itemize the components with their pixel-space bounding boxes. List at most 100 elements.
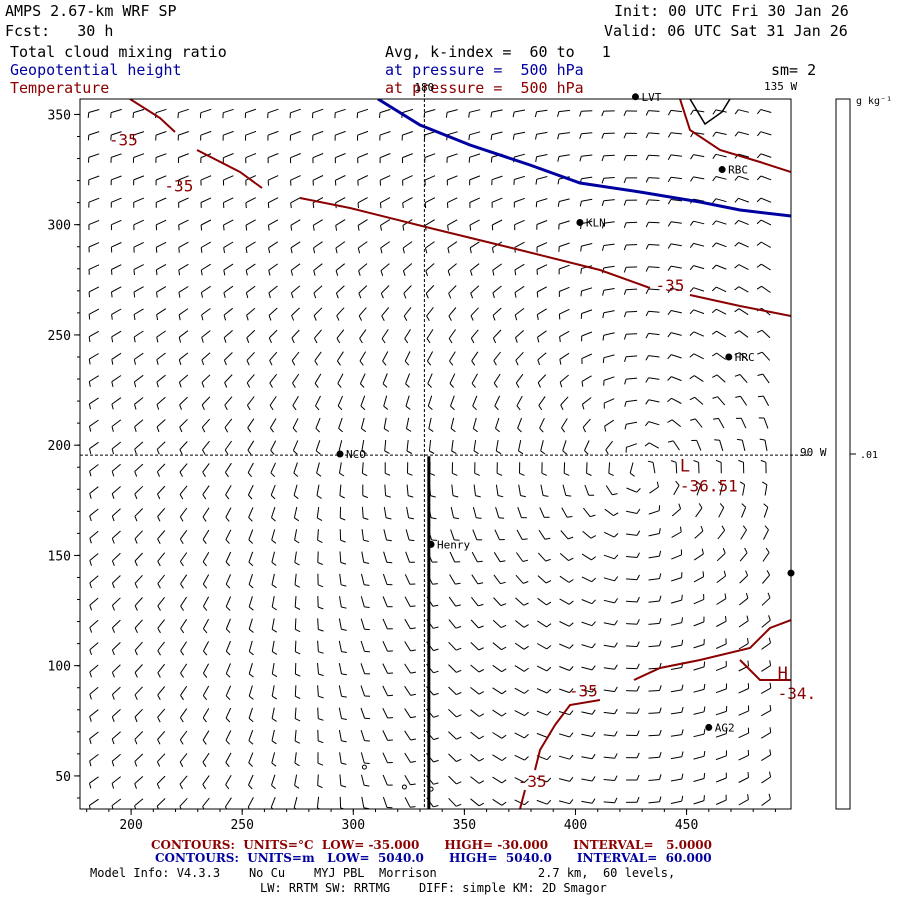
wind-barb xyxy=(87,131,100,141)
wind-barb xyxy=(558,799,574,805)
wind-barb xyxy=(338,685,347,698)
wind-barb xyxy=(561,507,573,518)
wind-barb xyxy=(712,396,726,406)
wind-barb xyxy=(472,529,483,541)
height-contour-info: CONTOURS: UNITS=m LOW= 5040.0 HIGH= 5040… xyxy=(155,851,712,865)
y-tick-label: 200 xyxy=(48,439,71,454)
wind-barb xyxy=(471,351,479,366)
wind-barb xyxy=(756,329,771,339)
wind-barb xyxy=(559,330,570,343)
wind-barb xyxy=(293,506,300,522)
wind-barb xyxy=(693,661,706,671)
wind-barb xyxy=(380,263,390,276)
wind-barb xyxy=(447,241,458,254)
wind-barb xyxy=(404,730,416,741)
wind-barb xyxy=(361,506,369,520)
wind-barb xyxy=(338,663,347,676)
wind-barb xyxy=(89,619,99,633)
wind-barb xyxy=(89,642,99,656)
wind-barb xyxy=(315,440,321,455)
wind-barb xyxy=(473,440,479,455)
wind-barb xyxy=(317,752,324,766)
wind-barb xyxy=(111,619,121,633)
wind-barb xyxy=(404,797,416,808)
wind-barb xyxy=(603,598,619,604)
wind-barb xyxy=(514,732,529,739)
wind-barb xyxy=(739,547,748,562)
wind-barb xyxy=(225,775,232,790)
wind-barb xyxy=(133,241,144,253)
wind-barb xyxy=(294,662,301,677)
wind-barb xyxy=(156,286,167,298)
wind-barb xyxy=(582,418,591,433)
wind-barb xyxy=(338,640,347,653)
wind-barb xyxy=(406,506,415,520)
wind-barb xyxy=(647,460,656,474)
wind-barb xyxy=(294,707,301,722)
wind-barb xyxy=(202,440,210,455)
wind-barb xyxy=(335,263,346,276)
wind-barb xyxy=(645,421,660,427)
wind-barb xyxy=(88,153,100,163)
wind-barb xyxy=(201,308,211,321)
wind-barb xyxy=(89,530,99,544)
wind-barb xyxy=(645,110,660,116)
wind-barb xyxy=(269,396,277,411)
wind-barb xyxy=(491,175,503,186)
wind-barb xyxy=(673,480,680,496)
wind-barb xyxy=(602,310,615,319)
wind-barb xyxy=(202,463,210,478)
wind-barb xyxy=(586,462,592,476)
wind-barb xyxy=(734,197,749,203)
wind-barb xyxy=(536,643,552,650)
wind-barb xyxy=(271,774,276,790)
wind-barb xyxy=(223,219,234,231)
wind-barb xyxy=(316,506,323,521)
wind-barb xyxy=(514,620,529,628)
wind-barb xyxy=(225,618,231,634)
wind-barb xyxy=(268,285,278,299)
wind-barb xyxy=(581,687,596,693)
wind-barb xyxy=(156,374,166,388)
wind-barb xyxy=(693,616,705,627)
wind-barb xyxy=(312,130,324,141)
temperature-contour xyxy=(689,294,791,317)
wind-barb xyxy=(761,615,771,628)
wind-barb xyxy=(738,772,749,783)
wind-barb xyxy=(244,108,257,119)
wind-barb xyxy=(558,754,574,760)
wind-barb xyxy=(580,243,593,252)
wind-barb xyxy=(200,285,211,298)
wind-barb xyxy=(89,419,99,432)
wind-barb xyxy=(762,570,771,584)
wind-barb xyxy=(358,285,368,299)
wind-barb xyxy=(134,619,143,634)
wind-barb xyxy=(133,286,144,298)
wind-barb xyxy=(200,263,211,276)
wind-barb xyxy=(470,642,484,651)
station-marker xyxy=(427,540,435,548)
wind-barb xyxy=(603,731,618,737)
wind-barb xyxy=(512,109,526,118)
wind-barb xyxy=(715,660,727,672)
wind-barb xyxy=(539,417,545,433)
wind-barb xyxy=(558,776,574,782)
wind-barb xyxy=(491,197,503,208)
wind-barb xyxy=(248,529,254,544)
wind-barb xyxy=(603,775,618,781)
wind-barb xyxy=(271,729,277,745)
wind-barb xyxy=(448,285,457,299)
wind-barb xyxy=(248,640,254,656)
wind-barb xyxy=(89,776,99,789)
wind-barb xyxy=(734,330,749,338)
wind-barb xyxy=(201,396,211,411)
wind-barb xyxy=(623,110,638,116)
wind-barb xyxy=(270,797,276,809)
wind-barb xyxy=(446,153,458,163)
wind-barb xyxy=(603,664,618,670)
wind-barb xyxy=(178,352,189,366)
wind-barb xyxy=(133,197,145,208)
wind-barb xyxy=(111,308,122,320)
wind-barb xyxy=(626,663,640,670)
wind-barb xyxy=(579,110,593,117)
